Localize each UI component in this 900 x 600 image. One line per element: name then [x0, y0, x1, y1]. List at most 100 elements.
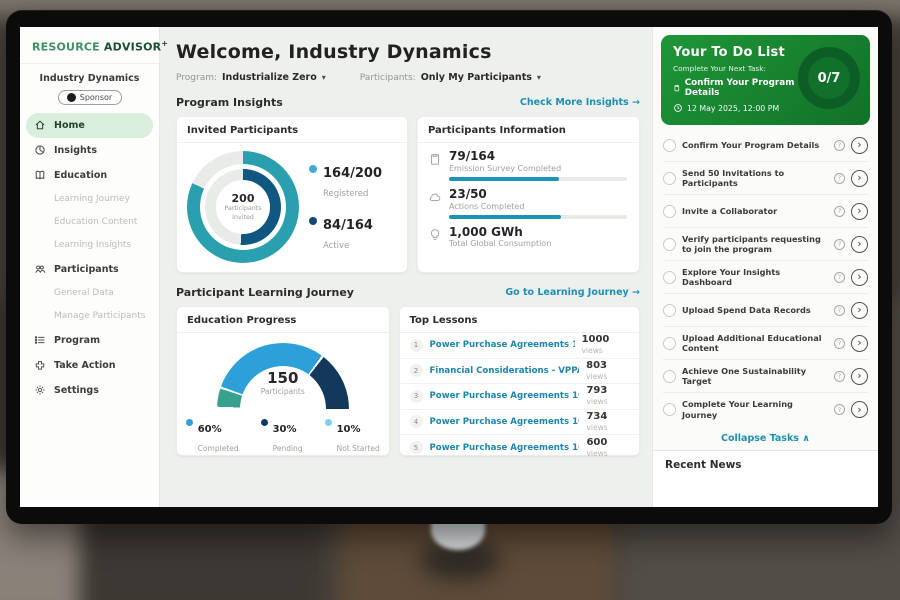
task-go-button[interactable]: › [851, 235, 868, 253]
todo-task-list: Confirm Your Program Details ? › Send 50… [663, 129, 868, 426]
sidebar-item-label: General Data [54, 288, 114, 299]
sidebar-item-label: Take Action [54, 359, 116, 371]
help-icon[interactable]: ? [834, 205, 845, 217]
task-verify-participants: Verify participants requesting to join t… [663, 228, 868, 261]
todo-progress-ring: 0/7 [798, 47, 860, 109]
participants-filter[interactable]: Participants: Only My Participants ▾ [360, 72, 541, 83]
task-checkbox[interactable] [663, 138, 676, 152]
task-label: Upload Spend Data Records [682, 304, 811, 315]
task-checkbox[interactable] [663, 270, 676, 284]
task-go-button[interactable]: › [851, 334, 868, 352]
task-go-button[interactable]: › [851, 367, 868, 385]
actions-icon [429, 193, 441, 201]
task-checkbox[interactable] [663, 171, 676, 185]
lesson-link[interactable]: Power Purchase Agreements 101 [429, 391, 580, 402]
help-icon[interactable]: ? [834, 238, 845, 250]
education-gauge-chart: 150 Participants [216, 343, 349, 409]
legend-label: Not Started [336, 444, 380, 453]
lesson-views: 803 [586, 359, 608, 371]
sidebar-item-take-action[interactable]: Take Action [20, 353, 159, 378]
main-content: Welcome, Industry Dynamics Program: Indu… [160, 27, 652, 507]
lesson-row[interactable]: 2 Financial Considerations - VPPAs 803 v… [399, 359, 639, 384]
lesson-views: 1000 [581, 334, 610, 346]
app-logo: RESOURCE ADVISOR+ [20, 27, 168, 64]
help-icon[interactable]: ? [834, 337, 845, 349]
progress-track [449, 176, 627, 181]
legend-value: 10% [336, 424, 361, 435]
sidebar-item-learning-journey[interactable]: Learning Journey [20, 188, 159, 211]
card-title: Education Progress [177, 307, 389, 333]
task-go-button[interactable]: › [851, 169, 868, 187]
lesson-link[interactable]: Power Purchase Agreements 102 [429, 416, 580, 427]
sidebar-item-label: Learning Insights [54, 240, 132, 251]
task-checkbox[interactable] [663, 403, 676, 416]
insights-icon [35, 145, 45, 155]
logo-plus: + [161, 39, 169, 48]
learning-journey-header: Participant Learning Journey Go to Learn… [176, 286, 640, 299]
task-checkbox[interactable] [663, 204, 676, 218]
legend-dot [185, 419, 193, 426]
task-checkbox[interactable] [663, 336, 676, 350]
sidebar-item-settings[interactable]: Settings [20, 378, 159, 403]
task-checkbox[interactable] [663, 237, 676, 251]
lesson-views: 793 [586, 385, 608, 397]
task-go-button[interactable]: › [851, 268, 868, 286]
sidebar-item-program[interactable]: Program [20, 328, 159, 353]
program-filter[interactable]: Program: Industrialize Zero ▾ [176, 72, 326, 83]
task-checkbox[interactable] [663, 303, 676, 317]
task-go-button[interactable]: › [851, 301, 868, 319]
legend-value: 164/200 [323, 165, 383, 181]
puzzle-icon [35, 361, 45, 370]
lesson-link[interactable]: Power Purchase Agreements 103 [429, 442, 580, 453]
clipboard-icon [674, 85, 680, 92]
help-icon[interactable]: ? [834, 271, 845, 283]
sidebar-item-label: Participants [54, 263, 119, 275]
task-go-button[interactable]: › [851, 202, 868, 220]
sidebar-item-participants[interactable]: Participants [20, 257, 159, 282]
lesson-link[interactable]: Power Purchase Agreements 101 [429, 340, 575, 351]
lesson-views-label: views [581, 346, 603, 356]
gauge-center-label: Participants [260, 387, 305, 396]
check-more-insights-link[interactable]: Check More Insights → [520, 97, 640, 108]
help-icon[interactable]: ? [834, 370, 845, 382]
lesson-link[interactable]: Financial Considerations - VPPAs [429, 365, 580, 376]
insights-cards-row: Invited Participants 200 Participants In… [176, 116, 640, 273]
task-checkbox[interactable] [663, 369, 676, 383]
monitor-bezel: RESOURCE ADVISOR+ Industry Dynamics Spon… [6, 10, 892, 524]
lightbulb-icon [430, 228, 440, 240]
lesson-row[interactable]: 5 Power Purchase Agreements 103 600 view… [400, 435, 640, 461]
lesson-row[interactable]: 3 Power Purchase Agreements 101 793 view… [399, 384, 639, 410]
lesson-row[interactable]: 1 Power Purchase Agreements 101 1000 vie… [399, 333, 639, 359]
recent-news-section: Recent News [653, 450, 878, 507]
logo-primary: RESOURCE [32, 40, 100, 54]
task-go-button[interactable]: › [851, 136, 868, 154]
stat-label: Total Global Consumption [449, 239, 552, 249]
help-icon[interactable]: ? [834, 172, 845, 184]
help-icon[interactable]: ? [834, 139, 845, 151]
sponsor-badge[interactable]: Sponsor [57, 89, 122, 105]
help-icon[interactable]: ? [834, 304, 845, 316]
task-label: Explore Your Insights Dashboard [682, 266, 781, 287]
arrow-right-icon: → [632, 97, 640, 108]
card-title: Invited Participants [177, 117, 407, 143]
education-progress-card: Education Progress 150 Participants [176, 306, 390, 456]
sidebar-item-home[interactable]: Home [26, 112, 153, 138]
sidebar-item-education[interactable]: Education [20, 163, 159, 188]
help-icon[interactable]: ? [834, 404, 845, 415]
filter-bar: Program: Industrialize Zero ▾ Participan… [176, 72, 640, 83]
legend-item-not-started: 10% Not Started [324, 417, 380, 455]
sidebar-item-education-content[interactable]: Education Content [20, 211, 159, 234]
sidebar-item-learning-insights[interactable]: Learning Insights [20, 234, 159, 257]
task-invite-collaborator: Invite a Collaborator ? › [663, 195, 868, 228]
lesson-rank: 4 [409, 415, 423, 429]
sidebar-item-insights[interactable]: Insights [20, 138, 159, 163]
sidebar-item-general-data[interactable]: General Data [20, 282, 159, 305]
go-to-learning-journey-link[interactable]: Go to Learning Journey → [505, 287, 640, 298]
lesson-rank: 2 [409, 364, 423, 378]
sidebar-item-manage-participants[interactable]: Manage Participants [20, 305, 159, 328]
collapse-tasks-link[interactable]: Collapse Tasks ∧ [653, 426, 878, 450]
invited-chart-area: 200 Participants Invited 164/200 Register… [177, 143, 407, 263]
lesson-row[interactable]: 4 Power Purchase Agreements 102 734 view… [399, 410, 639, 435]
task-go-button[interactable]: › [851, 401, 868, 418]
chevron-up-icon: ∧ [802, 433, 810, 444]
